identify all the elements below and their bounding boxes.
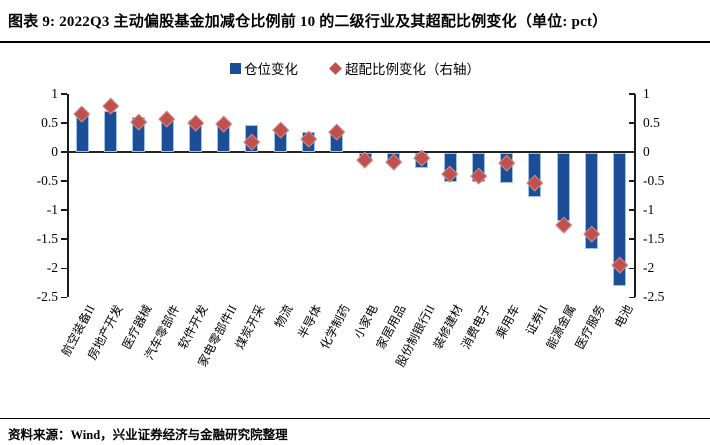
y-tick-label-left: -2: [46, 260, 58, 276]
y-tick-label-right: -2.5: [643, 289, 665, 305]
left-axis-tick: [61, 296, 67, 299]
legend-item-position-change: 仓位变化: [230, 58, 298, 78]
x-category-label: 消费电子: [458, 302, 494, 352]
bar-医疗服务: [585, 152, 599, 250]
bar-series-swatch-icon: [230, 62, 241, 74]
y-tick-label-right: 0.5: [643, 114, 660, 130]
right-axis-tick: [629, 209, 635, 211]
y-tick-label-left: 0: [51, 144, 58, 159]
x-category-label: 半导体: [294, 302, 325, 342]
y-tick-label-right: -1.5: [643, 231, 665, 247]
y-tick-label-left: 0.5: [41, 114, 58, 130]
bar-能源金属: [556, 152, 570, 222]
x-category-label: 小家电: [351, 302, 381, 342]
right-axis-tick: [629, 238, 635, 240]
y-tick-label-left: 1: [51, 85, 58, 101]
chart-legend: 仓位变化 超配比例变化（右轴）: [0, 58, 710, 78]
x-category-label: 电池: [611, 302, 636, 331]
legend-label-overweight-change: 超配比例变化（右轴）: [345, 62, 480, 77]
y-tick-label-left: -1.5: [36, 231, 58, 247]
left-axis-tick: [61, 238, 67, 240]
source-note: 资料来源：Wind，兴业证券经济与金融研究院整理: [0, 418, 710, 445]
y-tick-label-left: -1: [46, 202, 58, 218]
y-tick-label-right: 1: [643, 85, 650, 101]
legend-item-overweight-change: 超配比例变化（右轴）: [328, 58, 480, 78]
left-axis-tick: [61, 122, 67, 124]
bar-房地产开发: [103, 111, 117, 152]
zero-baseline: [68, 151, 634, 153]
y-tick-label-left: -0.5: [36, 173, 58, 189]
x-category-label: 物流: [272, 302, 296, 331]
y-tick-label-right: -1: [643, 202, 655, 218]
figure-title: 图表 9: 2022Q3 主动偏股基金加减仓比例前 10 的二级行业及其超配比例…: [0, 0, 710, 43]
legend-label-position-change: 仓位变化: [244, 62, 298, 77]
left-axis-tick: [61, 180, 67, 182]
x-category-label: 乘用车: [492, 302, 523, 342]
source-note-text: 资料来源：Wind，兴业证券经济与金融研究院整理: [8, 428, 288, 442]
right-axis-tick: [629, 296, 635, 299]
left-axis-spine: [67, 93, 69, 298]
right-axis-tick: [629, 180, 635, 182]
right-axis-tick: [629, 267, 635, 269]
x-category-label: 证券II: [523, 302, 551, 338]
x-category-label: 医疗服务: [572, 302, 608, 352]
left-axis-tick: [61, 151, 67, 153]
y-tick-label-left: -2.5: [36, 289, 58, 305]
y-tick-label-right: 0: [643, 144, 650, 159]
y-tick-label-right: -0.5: [643, 173, 665, 189]
left-axis-tick: [61, 209, 67, 211]
left-axis-tick: [61, 93, 67, 95]
right-axis-tick: [629, 93, 635, 95]
right-axis-spine: [634, 93, 636, 298]
left-axis-tick: [61, 267, 67, 269]
right-axis-tick: [629, 122, 635, 124]
y-tick-label-right: -2: [643, 260, 655, 276]
bar-电池: [613, 152, 627, 287]
